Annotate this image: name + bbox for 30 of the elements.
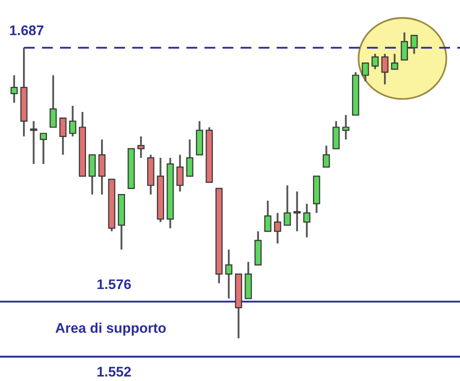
candlestick <box>322 144 330 168</box>
candlestick <box>176 154 184 192</box>
candlestick <box>50 74 57 128</box>
candlestick <box>303 202 310 238</box>
candlestick <box>391 52 398 70</box>
annotation: 1.687 <box>10 25 44 36</box>
candlestick <box>40 132 47 165</box>
candlestick <box>98 138 106 196</box>
candlestick <box>332 120 340 150</box>
candlestick <box>88 154 96 196</box>
candlestick <box>186 138 194 178</box>
candlestick <box>10 74 18 104</box>
candlestick <box>362 62 369 82</box>
candlestick <box>284 184 291 226</box>
candlestick <box>342 114 350 140</box>
candlestick <box>225 248 232 300</box>
text: 1.552 <box>97 366 131 377</box>
candlestick <box>274 212 282 244</box>
candlestick <box>137 136 145 159</box>
candlestick <box>400 32 408 61</box>
annotation: Area di supporto <box>56 322 166 336</box>
candlestick <box>293 190 301 232</box>
candlestick <box>410 34 418 55</box>
candlestick <box>69 104 76 138</box>
annotation: 1.576 <box>97 279 131 290</box>
candlestick <box>264 200 272 232</box>
candlestick <box>372 52 379 70</box>
candlestick <box>59 117 67 156</box>
candlestick <box>381 52 388 86</box>
candlestick <box>30 120 38 165</box>
